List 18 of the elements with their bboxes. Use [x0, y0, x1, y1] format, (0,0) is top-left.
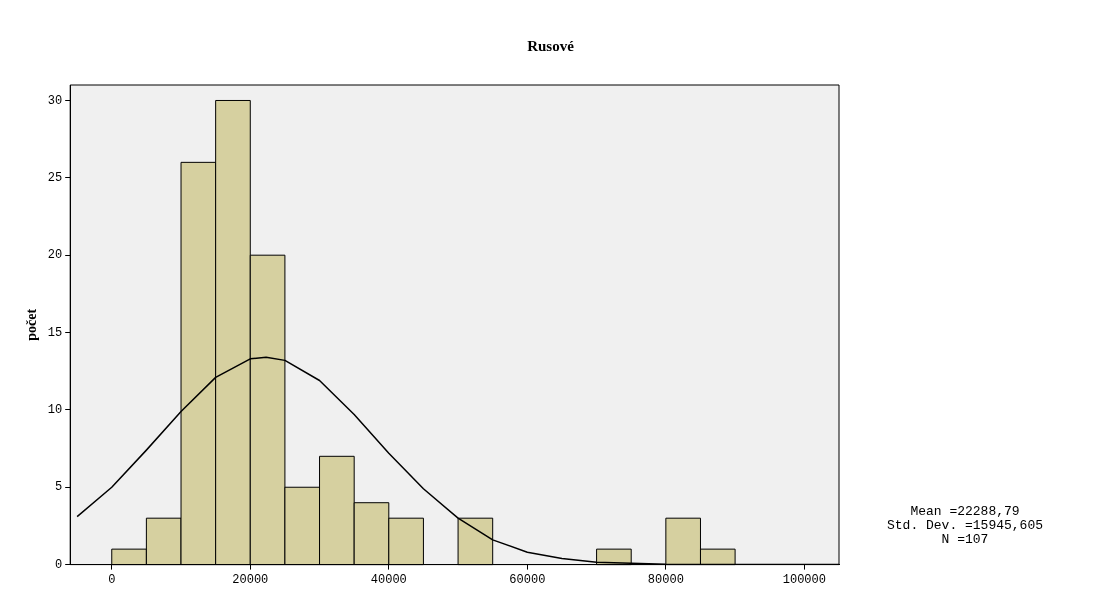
y-tick-label: 0	[55, 557, 63, 572]
y-tick-label: 25	[47, 171, 63, 185]
y-tick-label: 30	[47, 93, 63, 108]
x-tick-label: 20000	[232, 572, 269, 587]
text: N =107	[940, 532, 990, 547]
x-tick-label: 100000	[782, 572, 826, 587]
text: Mean =22288,79	[909, 504, 1021, 519]
x-tick-label: 40000	[370, 572, 407, 587]
y-axis-title: počet	[24, 308, 40, 341]
y-tick-label: 15	[47, 325, 63, 340]
chart-title: Rusové	[526, 37, 575, 55]
text: Std. Dev. =15945,605	[886, 518, 1044, 533]
x-tick-label: 80000	[647, 572, 684, 587]
y-tick-label: 5	[55, 480, 63, 495]
x-tick-label: 60000	[509, 572, 546, 587]
x-tick-label: 0	[108, 572, 116, 587]
y-tick-label: 20	[47, 248, 63, 263]
y-tick-label: 10	[47, 403, 63, 418]
